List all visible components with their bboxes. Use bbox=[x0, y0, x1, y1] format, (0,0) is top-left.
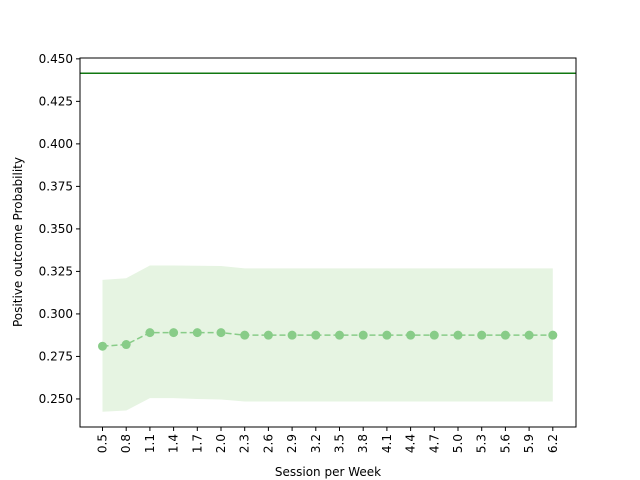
x-tick-label: 3.5 bbox=[333, 434, 347, 453]
x-tick-label: 0.5 bbox=[96, 434, 110, 453]
data-point bbox=[358, 330, 368, 340]
data-point bbox=[240, 330, 250, 340]
confidence-band bbox=[102, 265, 553, 412]
y-tick-label: 0.325 bbox=[39, 264, 73, 278]
plot-frame bbox=[79, 57, 577, 428]
data-point bbox=[216, 328, 226, 338]
y-axis-label: Positive outcome Probability bbox=[11, 157, 25, 327]
data-point bbox=[382, 330, 392, 340]
y-tick-label: 0.350 bbox=[39, 222, 73, 236]
x-tick-label: 4.1 bbox=[380, 434, 394, 453]
x-tick-label: 3.2 bbox=[309, 434, 323, 453]
x-tick-label: 3.8 bbox=[356, 434, 370, 453]
data-point bbox=[548, 330, 558, 340]
data-point bbox=[263, 330, 273, 340]
x-axis-label: Session per Week bbox=[275, 465, 381, 479]
x-tick-label: 2.0 bbox=[214, 434, 228, 453]
x-tick-label: 1.1 bbox=[143, 434, 157, 453]
y-tick-label: 0.425 bbox=[39, 94, 73, 108]
data-point bbox=[477, 330, 487, 340]
x-tick-label: 6.2 bbox=[546, 434, 560, 453]
x-tick-label: 5.3 bbox=[475, 434, 489, 453]
data-point bbox=[98, 341, 107, 351]
data-point bbox=[453, 330, 463, 340]
data-point bbox=[192, 328, 202, 338]
x-tick-label: 5.9 bbox=[522, 434, 536, 453]
data-point bbox=[406, 330, 416, 340]
data-point bbox=[335, 330, 344, 340]
data-point bbox=[429, 330, 439, 340]
x-tick-label: 2.6 bbox=[261, 434, 275, 453]
x-tick-label: 2.3 bbox=[238, 434, 252, 453]
x-tick-label: 1.4 bbox=[167, 434, 181, 453]
y-tick-label: 0.400 bbox=[39, 137, 73, 151]
y-tick-label: 0.250 bbox=[39, 392, 73, 406]
data-point bbox=[500, 330, 510, 340]
x-tick-label: 4.7 bbox=[427, 434, 441, 453]
x-tick-label: 1.7 bbox=[190, 434, 204, 453]
y-tick-label: 0.450 bbox=[39, 52, 73, 66]
x-tick-label: 0.8 bbox=[119, 434, 133, 453]
data-point bbox=[169, 328, 179, 338]
y-tick-label: 0.275 bbox=[39, 349, 73, 363]
data-point bbox=[524, 330, 534, 340]
data-point bbox=[145, 328, 155, 338]
data-point bbox=[287, 330, 297, 340]
x-tick-label: 5.6 bbox=[498, 434, 512, 453]
x-tick-label: 2.9 bbox=[285, 434, 299, 453]
x-tick-label: 4.4 bbox=[404, 434, 418, 453]
y-tick-label: 0.375 bbox=[39, 179, 73, 193]
x-tick-label: 5.0 bbox=[451, 434, 465, 453]
data-point bbox=[311, 330, 321, 340]
y-tick-label: 0.300 bbox=[39, 307, 73, 321]
data-point bbox=[121, 340, 131, 350]
